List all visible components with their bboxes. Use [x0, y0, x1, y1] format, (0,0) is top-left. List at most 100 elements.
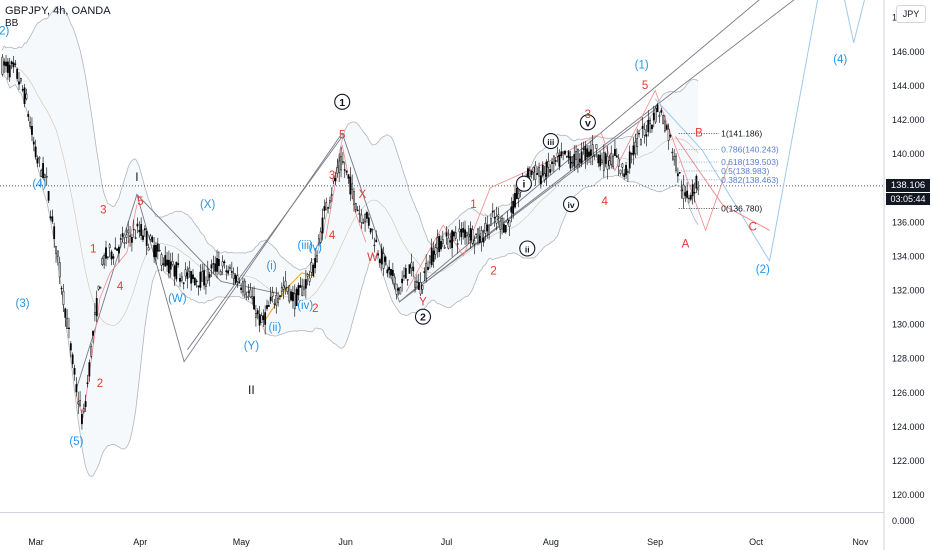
candle-body — [232, 272, 235, 279]
y-tick-label: 134.000 — [892, 251, 925, 261]
candle-body — [125, 234, 128, 238]
wave-label-circle — [414, 308, 432, 325]
candle-body — [251, 295, 254, 299]
candle-body — [338, 160, 341, 173]
candle-body — [343, 169, 346, 171]
candle-body — [630, 153, 633, 155]
candle-body — [286, 287, 289, 292]
candle-body — [678, 172, 681, 174]
candle-body — [10, 61, 13, 65]
candle-body — [267, 305, 270, 307]
candle-body — [73, 367, 76, 375]
candle-body — [40, 169, 43, 177]
candle-body — [292, 292, 294, 302]
candle-body — [460, 229, 463, 238]
x-tick-label: Sep — [647, 537, 663, 547]
candle-body — [5, 61, 7, 67]
wave-label: 4 — [329, 230, 336, 242]
candle-body — [693, 192, 696, 194]
candle-body — [182, 282, 185, 284]
candle-body — [92, 330, 94, 336]
candle-body — [330, 194, 333, 196]
candle-body — [303, 286, 305, 290]
wave-label: 5 — [339, 129, 345, 141]
candle-body — [575, 151, 577, 160]
candle-body — [156, 243, 159, 252]
wave-label: 1 — [339, 97, 345, 109]
candle-body — [341, 160, 344, 163]
candle-body — [192, 274, 194, 280]
candle-body — [121, 233, 124, 237]
candle-body — [304, 279, 307, 289]
candle-body — [177, 263, 180, 265]
candle-body — [162, 263, 165, 265]
candle-body — [127, 229, 130, 234]
indicator-label[interactable]: BB — [5, 18, 19, 29]
candle-body — [230, 271, 233, 273]
candle-body — [506, 219, 509, 223]
candle-body — [639, 138, 642, 146]
candle-body — [288, 285, 291, 302]
wave-label: 5 — [137, 196, 143, 208]
candle-body — [27, 114, 30, 117]
candle-body — [610, 152, 613, 165]
wave-label: (iii) — [298, 240, 313, 252]
candle-body — [158, 249, 161, 252]
candle-body — [419, 281, 422, 295]
currency-button[interactable]: JPY — [896, 5, 926, 23]
bb-fill — [2, 6, 699, 477]
candle-body — [443, 246, 446, 249]
candle-body — [621, 163, 624, 168]
fib-label: 0.5(138.983) — [721, 166, 769, 176]
candle-body — [689, 195, 692, 200]
candle-body — [95, 298, 98, 317]
candle-body — [682, 184, 685, 200]
fibonacci-retracement: 1(141.186)0.786(140.243)0.618(139.503)0.… — [678, 128, 779, 214]
candle-body — [628, 151, 631, 169]
candle-body — [349, 176, 352, 195]
candle-body — [164, 255, 167, 267]
candle-body — [401, 278, 404, 284]
candle-body — [604, 153, 607, 164]
wave-label: (2) — [0, 25, 10, 37]
y-tick-label: 132.000 — [892, 286, 925, 296]
wave-label: (1) — [635, 59, 649, 71]
candle-body — [208, 274, 211, 278]
candle-body — [55, 246, 57, 254]
candle-body — [242, 281, 244, 293]
candle-body — [671, 151, 674, 154]
candle-body — [221, 261, 224, 267]
candle-body — [360, 214, 363, 223]
wave-label: 4 — [601, 196, 608, 208]
fib-label: 1(141.186) — [721, 128, 762, 138]
wave-label: 5 — [642, 80, 648, 92]
candle-body — [84, 401, 87, 407]
candle-body — [475, 233, 478, 235]
candle-body — [536, 173, 539, 175]
candle-body — [132, 228, 135, 231]
candle-body — [456, 243, 459, 245]
candle-body — [32, 141, 35, 145]
candle-body — [364, 214, 366, 223]
wave-label: i — [522, 179, 525, 191]
candle-body — [255, 313, 257, 318]
candle-body — [647, 119, 650, 133]
candle-body — [42, 162, 44, 179]
candle-body — [358, 213, 361, 215]
candle-body — [688, 197, 690, 200]
symbol-title[interactable]: GBPJPY, 4h, OANDA — [5, 5, 111, 17]
candle-body — [458, 228, 461, 233]
wave-label: (ii) — [269, 322, 282, 334]
candle-body — [227, 270, 230, 274]
candle-body — [93, 312, 96, 315]
candle-body — [434, 247, 437, 255]
candle-body — [206, 268, 209, 281]
wave-label: A — [682, 238, 690, 250]
candle-body — [416, 280, 418, 283]
candle-body — [667, 128, 670, 141]
candle-body — [421, 285, 424, 290]
candle-body — [58, 262, 61, 278]
candle-body — [253, 296, 255, 310]
candle-body — [155, 245, 157, 258]
